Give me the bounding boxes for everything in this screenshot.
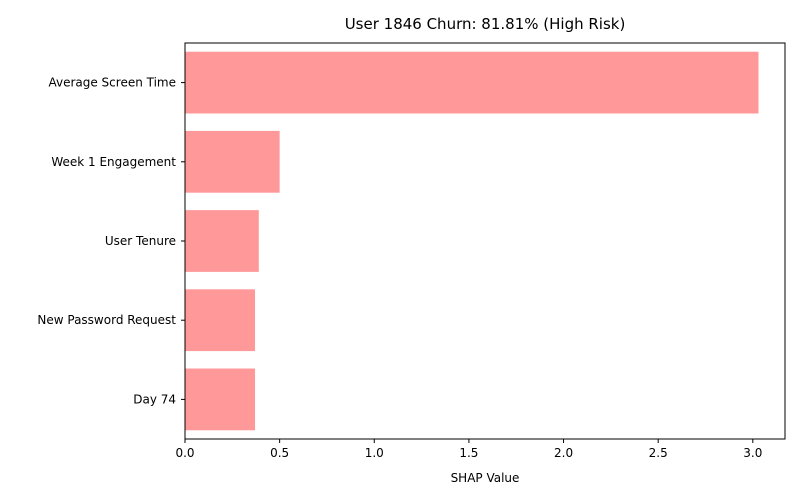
x-tick-label: 2.5 xyxy=(649,446,668,460)
y-axis-ticks: Average Screen Time Week 1 Engagement User… xyxy=(37,76,185,406)
bar-new-password-request xyxy=(185,289,256,352)
x-tick-label: 3.0 xyxy=(743,446,762,460)
bar-week-1-engagement xyxy=(185,130,280,193)
x-axis-label: SHAP Value xyxy=(451,471,520,485)
bar-user-tenure xyxy=(185,210,259,272)
x-tick-label: 1.0 xyxy=(365,446,384,460)
x-axis-ticks: 0.0 0.5 1.0 1.5 2.0 2.5 3.0 xyxy=(175,439,762,460)
y-tick-label: Average Screen Time xyxy=(48,76,176,90)
y-tick-label: User Tenure xyxy=(105,234,176,248)
y-tick-label: Day 74 xyxy=(133,392,176,406)
chart-title: User 1846 Churn: 81.81% (High Risk) xyxy=(345,15,626,33)
x-tick-label: 0.0 xyxy=(175,446,194,460)
bars-layer xyxy=(185,51,759,431)
x-tick-label: 2.0 xyxy=(554,446,573,460)
y-tick-label: New Password Request xyxy=(37,313,176,327)
bar-day-74 xyxy=(185,368,256,431)
bar-average-screen-time xyxy=(185,51,759,114)
x-tick-label: 0.5 xyxy=(270,446,289,460)
y-tick-label: Week 1 Engagement xyxy=(51,155,176,169)
x-tick-label: 1.5 xyxy=(459,446,478,460)
